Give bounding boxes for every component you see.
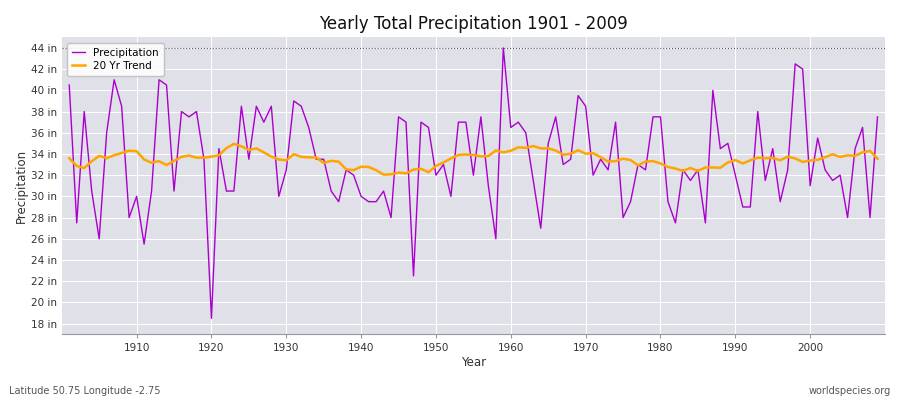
20 Yr Trend (229, 142, 239, 146)
20 Yr Trend (378, 172, 389, 177)
Precipitation (206, 316, 217, 321)
20 Yr Trend (520, 146, 531, 150)
Legend: Precipitation, 20 Yr Trend: Precipitation, 20 Yr Trend (67, 42, 164, 76)
Precipitation (341, 168, 352, 172)
Text: Latitude 50.75 Longitude -2.75: Latitude 50.75 Longitude -2.75 (9, 386, 160, 396)
Precipitation (64, 83, 75, 88)
20 Yr Trend (296, 154, 307, 159)
Precipitation (123, 215, 134, 220)
Precipitation (520, 130, 531, 135)
Precipitation (513, 120, 524, 124)
Precipitation (498, 46, 508, 50)
Line: 20 Yr Trend: 20 Yr Trend (69, 144, 878, 175)
Precipitation (296, 104, 307, 109)
20 Yr Trend (341, 167, 352, 172)
20 Yr Trend (64, 156, 75, 160)
Precipitation (872, 114, 883, 119)
20 Yr Trend (610, 159, 621, 164)
Title: Yearly Total Precipitation 1901 - 2009: Yearly Total Precipitation 1901 - 2009 (319, 15, 628, 33)
Text: worldspecies.org: worldspecies.org (809, 386, 891, 396)
20 Yr Trend (123, 148, 134, 153)
Precipitation (610, 120, 621, 124)
20 Yr Trend (513, 145, 524, 150)
20 Yr Trend (872, 156, 883, 161)
X-axis label: Year: Year (461, 356, 486, 369)
Y-axis label: Precipitation: Precipitation (15, 149, 28, 223)
Line: Precipitation: Precipitation (69, 48, 878, 318)
